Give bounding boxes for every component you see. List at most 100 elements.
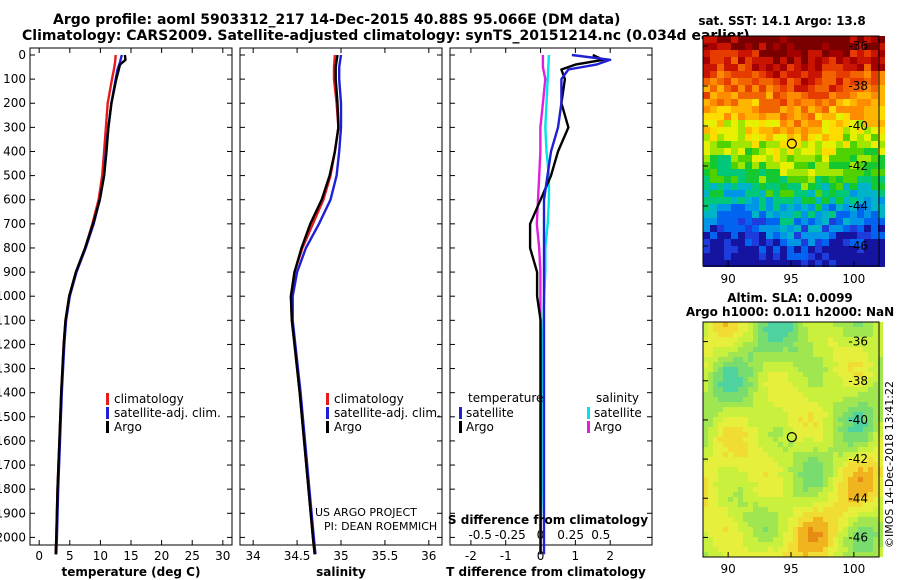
sla-cell bbox=[818, 352, 823, 357]
sla-cell bbox=[858, 457, 863, 462]
sla-cell bbox=[878, 447, 883, 452]
sst-cell bbox=[808, 57, 815, 64]
sst-cell bbox=[801, 57, 808, 64]
sla-cell bbox=[773, 392, 778, 397]
sst-cell bbox=[822, 92, 829, 99]
sla-cell bbox=[843, 522, 848, 527]
sst-cell bbox=[752, 99, 759, 106]
sla-cell bbox=[833, 347, 838, 352]
sla-cell bbox=[773, 432, 778, 437]
sla-cell bbox=[718, 402, 723, 407]
sla-cell bbox=[803, 487, 808, 492]
sla-cell bbox=[793, 442, 798, 447]
sst-cell bbox=[850, 57, 857, 64]
sla-cell bbox=[763, 407, 768, 412]
sla-cell bbox=[758, 532, 763, 537]
sla-cell bbox=[758, 392, 763, 397]
sst-cell bbox=[864, 204, 871, 211]
sla-cell bbox=[763, 517, 768, 522]
sla-cell bbox=[858, 472, 863, 477]
sla-cell bbox=[803, 512, 808, 517]
sla-cell bbox=[803, 472, 808, 477]
sla-cell bbox=[813, 502, 818, 507]
sla-cell bbox=[863, 502, 868, 507]
sla-cell bbox=[868, 337, 873, 342]
sla-cell bbox=[868, 552, 873, 557]
sla-cell bbox=[813, 342, 818, 347]
sst-cell bbox=[717, 127, 724, 134]
sst-cell bbox=[780, 78, 787, 85]
sst-cell bbox=[822, 85, 829, 92]
sst-cell bbox=[766, 169, 773, 176]
sla-cell bbox=[868, 527, 873, 532]
sla-cell bbox=[853, 372, 858, 377]
sst-cell bbox=[794, 127, 801, 134]
sla-cell bbox=[853, 477, 858, 482]
sla-cell bbox=[753, 382, 758, 387]
sst-cell bbox=[724, 113, 731, 120]
sst-cell bbox=[871, 253, 878, 260]
sla-cell bbox=[868, 457, 873, 462]
sla-cell bbox=[738, 512, 743, 517]
sst-cell bbox=[836, 260, 843, 267]
sla-cell bbox=[873, 437, 878, 442]
sla-cell bbox=[713, 472, 718, 477]
sla-cell bbox=[718, 397, 723, 402]
sla-cell bbox=[803, 412, 808, 417]
sst-cell bbox=[710, 232, 717, 239]
sst-cell bbox=[815, 36, 822, 43]
sla-cell bbox=[828, 432, 833, 437]
sst-cell bbox=[703, 64, 710, 71]
sst-cell bbox=[794, 162, 801, 169]
sla-cell bbox=[718, 497, 723, 502]
sst-ytick-label--36: -36 bbox=[848, 39, 868, 53]
sla-cell bbox=[733, 457, 738, 462]
sla-cell bbox=[758, 522, 763, 527]
sst-cell bbox=[850, 246, 857, 253]
sst-cell bbox=[843, 134, 850, 141]
sst-cell bbox=[829, 85, 836, 92]
sla-cell bbox=[878, 392, 883, 397]
sla-cell bbox=[798, 502, 803, 507]
sst-cell bbox=[864, 141, 871, 148]
sla-cell bbox=[843, 372, 848, 377]
sla-cell bbox=[703, 482, 708, 487]
sla-cell bbox=[743, 552, 748, 557]
sst-cell bbox=[794, 134, 801, 141]
sla-cell bbox=[873, 447, 878, 452]
sst-cell bbox=[780, 176, 787, 183]
sla-cell bbox=[708, 492, 713, 497]
sst-cell bbox=[801, 120, 808, 127]
sst-cell bbox=[738, 225, 745, 232]
sla-cell bbox=[703, 532, 708, 537]
sla-cell bbox=[718, 342, 723, 347]
sla-cell bbox=[738, 447, 743, 452]
p1-xtick-label-30: 30 bbox=[215, 549, 230, 563]
sst-cell bbox=[703, 50, 710, 57]
sla-cell bbox=[798, 352, 803, 357]
sst-cell bbox=[843, 211, 850, 218]
sst-cell bbox=[857, 141, 864, 148]
sst-cell bbox=[878, 71, 885, 78]
sla-cell bbox=[758, 457, 763, 462]
sst-cell bbox=[710, 225, 717, 232]
sla-cell bbox=[763, 352, 768, 357]
sla-cell bbox=[863, 357, 868, 362]
sst-cell bbox=[773, 162, 780, 169]
sla-cell bbox=[868, 407, 873, 412]
sla-cell bbox=[873, 387, 878, 392]
sla-cell bbox=[758, 537, 763, 542]
sla-cell bbox=[753, 362, 758, 367]
sst-cell bbox=[843, 85, 850, 92]
sla-cell bbox=[758, 452, 763, 457]
sla-cell bbox=[708, 407, 713, 412]
sst-cell bbox=[703, 113, 710, 120]
sst-cell bbox=[738, 36, 745, 43]
sst-cell bbox=[759, 260, 766, 267]
sla-cell bbox=[848, 517, 853, 522]
sla-cell bbox=[868, 347, 873, 352]
sst-cell bbox=[766, 127, 773, 134]
sst-cell bbox=[759, 246, 766, 253]
sla-cell bbox=[783, 387, 788, 392]
sst-cell bbox=[822, 211, 829, 218]
